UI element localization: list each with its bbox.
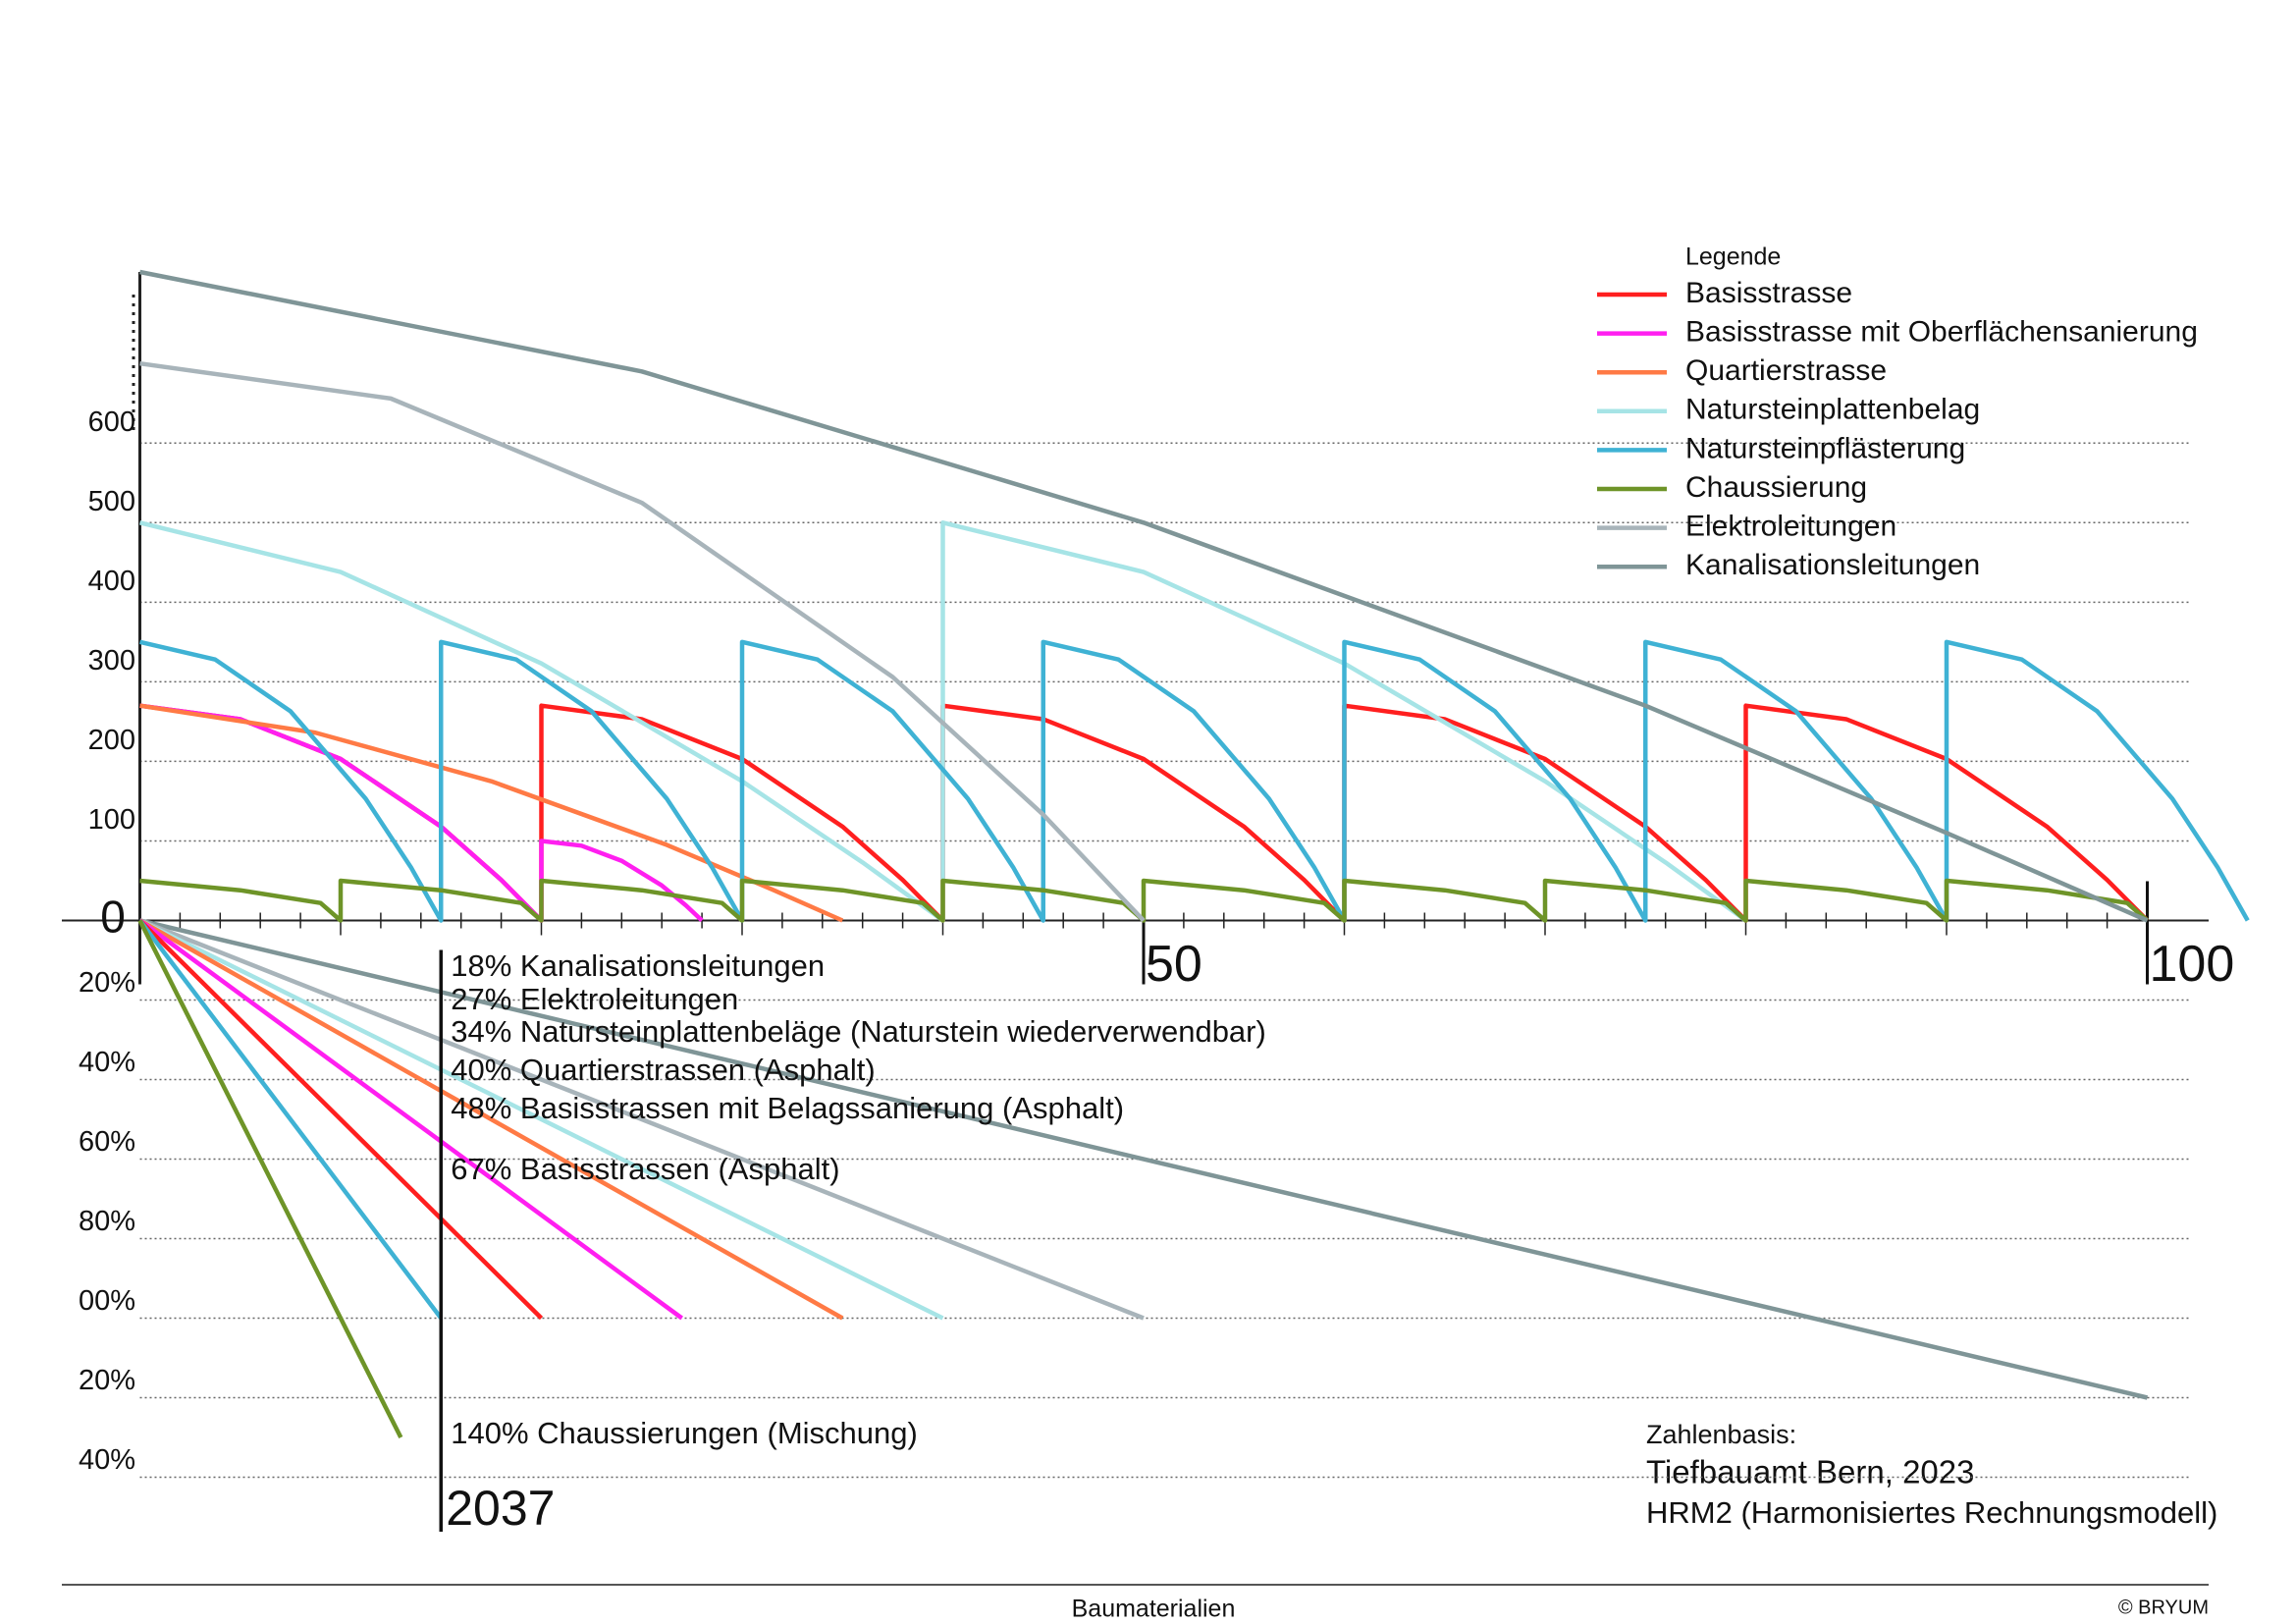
annotation: 34% Natursteinplattenbeläge (Naturstein … bbox=[451, 1014, 1266, 1049]
series-line bbox=[138, 639, 2250, 923]
legend-label: Natursteinplattenbelag bbox=[1685, 394, 1980, 426]
depreciation-line bbox=[137, 919, 444, 1320]
footer-title: Baumaterialien bbox=[1072, 1596, 1236, 1623]
depreciation-line bbox=[138, 918, 2149, 1400]
y-tick-label: 500 bbox=[88, 486, 135, 517]
series-line bbox=[139, 703, 844, 923]
y-tick-label: 60% bbox=[79, 1126, 135, 1158]
y-tick-label: 400 bbox=[88, 566, 135, 597]
y-tick-label: 40% bbox=[79, 1444, 135, 1476]
annotation: 27% Elektroleitungen bbox=[451, 982, 738, 1016]
depreciation-line bbox=[138, 918, 844, 1321]
y-tick-label: 40% bbox=[79, 1047, 135, 1078]
legend-label: Elektroleitungen bbox=[1685, 511, 1896, 543]
source-heading: Zahlenbasis: bbox=[1646, 1420, 1796, 1449]
y-tick-label: 80% bbox=[79, 1206, 135, 1237]
legend-label: Natursteinpflästerung bbox=[1685, 432, 1965, 464]
depreciation-line bbox=[138, 918, 944, 1321]
series-line bbox=[139, 878, 2149, 923]
copyright: © BRYUM bbox=[2118, 1597, 2209, 1618]
legend-label: Quartierstrasse bbox=[1685, 354, 1887, 387]
depreciation-line bbox=[138, 918, 1145, 1321]
x-tick-label: 50 bbox=[1146, 936, 1202, 993]
y-tick-label: 100 bbox=[88, 804, 135, 836]
marker-label: 2037 bbox=[446, 1481, 555, 1536]
series-line bbox=[139, 269, 2149, 923]
y-tick-label: 20% bbox=[79, 967, 135, 999]
depreciation-line bbox=[137, 919, 403, 1439]
y-tick-label: 00% bbox=[79, 1285, 135, 1317]
annotation: 140% Chaussierungen (Mischung) bbox=[451, 1416, 918, 1450]
y-tick-label: 200 bbox=[88, 725, 135, 756]
source-line: HRM2 (Harmonisiertes Rechnungsmodell) bbox=[1646, 1495, 2217, 1530]
legend-label: Basisstrasse bbox=[1685, 277, 1852, 309]
annotation: 48% Basisstrassen mit Belagssanierung (A… bbox=[451, 1091, 1124, 1125]
x-tick-label: 100 bbox=[2150, 936, 2235, 993]
source-line: Tiefbauamt Bern, 2023 bbox=[1646, 1454, 1974, 1490]
annotation: 18% Kanalisationsleitungen bbox=[451, 948, 825, 983]
y-tick-label: 20% bbox=[79, 1365, 135, 1396]
y-tick-label: 600 bbox=[88, 406, 135, 438]
y-tick-label: 0 bbox=[100, 892, 126, 943]
series-line bbox=[139, 360, 1146, 923]
annotation: 40% Quartierstrassen (Asphalt) bbox=[451, 1053, 875, 1087]
depreciation-line bbox=[137, 918, 544, 1321]
legend-label: Chaussierung bbox=[1685, 471, 1867, 504]
annotation: 67% Basisstrassen (Asphalt) bbox=[451, 1152, 839, 1186]
legend-label: Basisstrasse mit Oberflächensanierung bbox=[1685, 316, 2198, 349]
y-tick-label: 300 bbox=[88, 645, 135, 677]
depreciation-line bbox=[138, 918, 683, 1321]
legend-title: Legende bbox=[1685, 244, 1781, 271]
legend-label: Kanalisationsleitungen bbox=[1685, 549, 1980, 581]
